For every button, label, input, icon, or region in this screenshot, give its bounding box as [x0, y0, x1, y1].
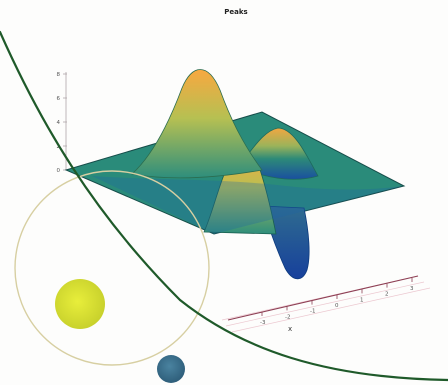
- z-tick-label: 8: [57, 72, 61, 78]
- z-tick-label: 4: [57, 120, 61, 126]
- x-tick-label: 3: [410, 286, 414, 292]
- z-tick-label: 6: [57, 96, 61, 102]
- z-tick-label: 2: [57, 144, 61, 150]
- yellow-dot: [55, 279, 105, 329]
- z-tick-label: 0: [57, 168, 61, 174]
- x-tick-label: -1: [310, 309, 315, 315]
- x-axis-ticks: -3 -2 -1 0 1 2 3: [260, 278, 414, 326]
- arc-line: [0, 30, 448, 382]
- x-tick-label: 2: [385, 292, 389, 298]
- chart-title: Peaks: [224, 8, 247, 16]
- surface-main-peak: [131, 69, 263, 179]
- x-tick-label: -3: [260, 320, 266, 326]
- x-tick-label: -2: [285, 314, 290, 320]
- x-tick-label: 1: [360, 297, 364, 303]
- ring-circle: [14, 170, 210, 366]
- x-tick-label: 0: [335, 303, 339, 309]
- blue-dot: [157, 355, 185, 383]
- x-axis-line: [227, 275, 419, 321]
- z-axis-ticks: 0 2 4 6 8: [57, 72, 67, 174]
- floor-grid: [221, 275, 431, 333]
- x-axis-label: x: [288, 325, 292, 333]
